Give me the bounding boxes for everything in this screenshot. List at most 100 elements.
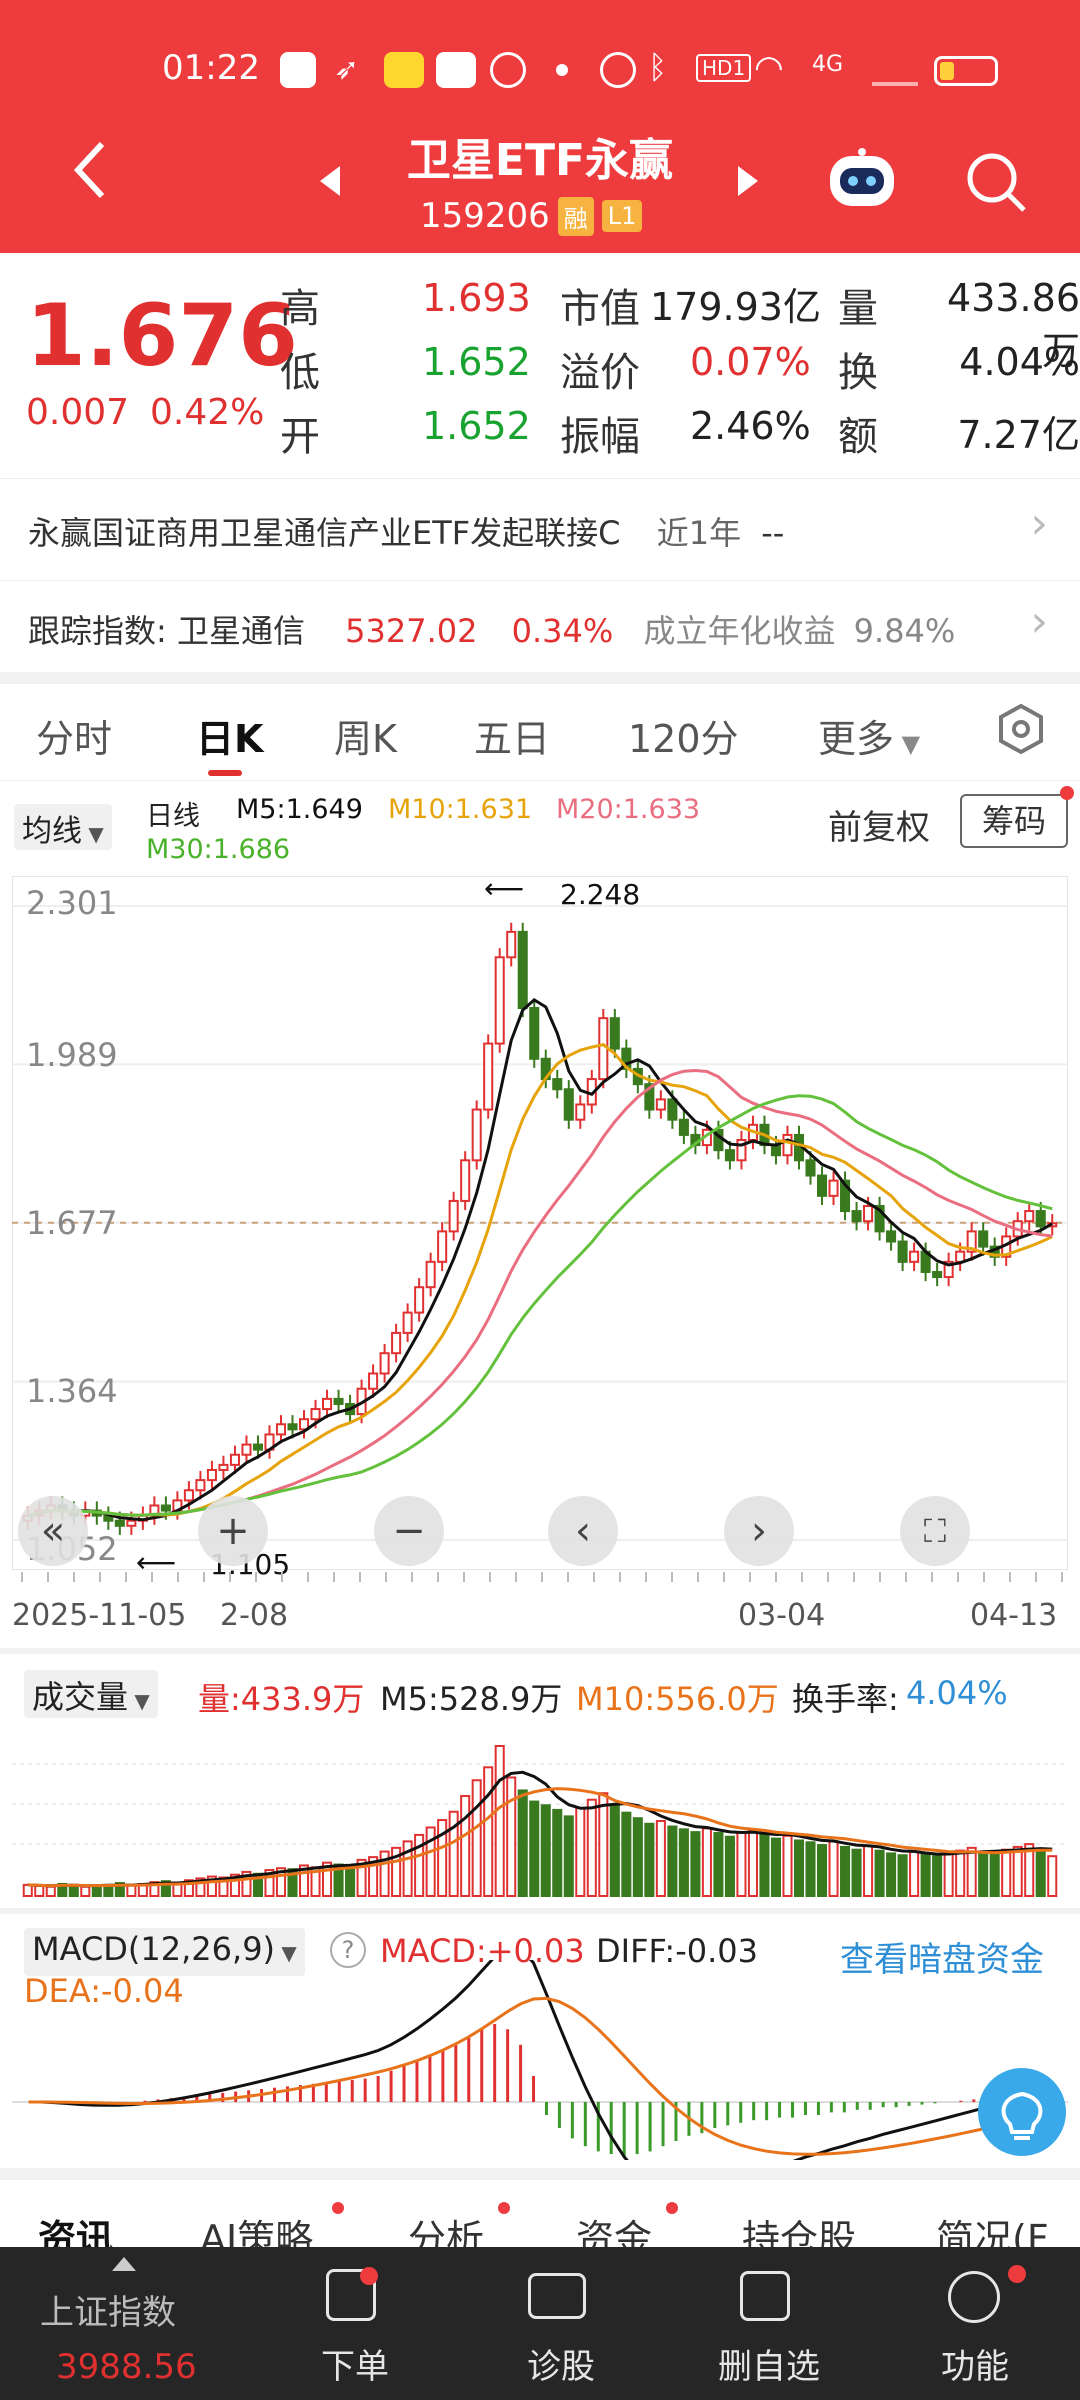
notification-dot: [360, 2267, 378, 2285]
candle-body: [183, 1489, 194, 1502]
volume-bar: [978, 1850, 989, 1897]
margin-badge: 融: [557, 196, 594, 236]
volume-bar: [517, 1789, 528, 1897]
volume-bar: [932, 1855, 943, 1897]
ma5-value: M5:1.649: [236, 794, 363, 825]
quote-label-high: 高: [280, 286, 320, 332]
zoom-in-icon[interactable]: +: [198, 1496, 268, 1566]
volume-m5: M5:528.9万: [380, 1680, 563, 1718]
candle-body: [932, 1270, 943, 1279]
volume-bar: [575, 1807, 586, 1897]
diff-value: DIFF:-0.03: [596, 1932, 758, 1970]
volume-m10: M10:556.0万: [576, 1680, 779, 1718]
app-header: 01:22 ➶ ᛒ HD1 ◠ 4G 卫星ETF永赢 159206 融 L1: [0, 0, 1080, 253]
prev-stock-icon[interactable]: [318, 164, 342, 198]
candle-body: [126, 1519, 137, 1527]
next-stock-icon[interactable]: [736, 164, 760, 198]
turnover-value: 4.04%: [906, 1674, 1008, 1712]
toutiao-icon: [436, 52, 476, 88]
macd-chart: [12, 1960, 1068, 2160]
section-gap: [0, 2168, 1080, 2180]
tab-120min[interactable]: 120分: [628, 717, 739, 761]
nav-diagnose[interactable]: 诊股: [527, 2347, 595, 2387]
caret-up-icon: [112, 2257, 136, 2271]
volume-bar: [609, 1803, 620, 1897]
tab-more[interactable]: 更多 ▼: [818, 708, 920, 763]
candle-body: [1035, 1210, 1046, 1228]
remove-watchlist-icon[interactable]: [740, 2271, 790, 2321]
tracking-index-row[interactable]: 跟踪指数: 卫星通信 5327.02 0.34% 成立年化收益 9.84% ›: [28, 596, 1058, 666]
function-menu-icon[interactable]: [948, 2271, 1000, 2323]
send-icon: ➶: [334, 52, 360, 87]
volume-bar: [989, 1852, 1000, 1898]
search-icon[interactable]: [964, 150, 1028, 214]
candle-body: [863, 1204, 874, 1223]
chips-button[interactable]: 筹码: [960, 794, 1068, 848]
quote-value-volume: 433.86万: [947, 276, 1080, 373]
candle-body: [563, 1088, 574, 1121]
scroll-to-start-icon[interactable]: «: [18, 1496, 88, 1566]
candle-body: [897, 1240, 908, 1263]
quote-label-amount: 额: [838, 414, 878, 460]
wifi-icon: ◠: [754, 48, 784, 88]
smart-assistant-bulb-icon[interactable]: [978, 2068, 1066, 2156]
meituan-icon: [384, 52, 424, 88]
adjust-mode[interactable]: 前复权: [828, 808, 930, 848]
index-name[interactable]: 上证指数: [40, 2293, 176, 2333]
y-tick-label: 2.301: [26, 884, 118, 922]
nav-functions[interactable]: 功能: [941, 2347, 1009, 2387]
nav-order[interactable]: 下单: [321, 2347, 389, 2387]
candle-body: [655, 1098, 666, 1111]
pan-left-icon[interactable]: ‹: [548, 1496, 618, 1566]
robot-assistant-icon[interactable]: [826, 148, 898, 210]
macd-selector-label: MACD(12,26,9): [32, 1930, 276, 1968]
settings-hexagon-icon[interactable]: [994, 702, 1048, 756]
tab-daily-k[interactable]: 日K: [196, 717, 264, 761]
candle-body: [391, 1331, 402, 1355]
ma30-line: [27, 1094, 1053, 1518]
tab-weekly-k[interactable]: 周K: [334, 717, 397, 761]
diagnose-icon[interactable]: [528, 2273, 586, 2319]
candle-body: [667, 1098, 678, 1121]
back-arrow-icon[interactable]: [70, 140, 110, 200]
battery-icon: [934, 56, 998, 86]
order-icon[interactable]: [326, 2269, 376, 2321]
ma30-value: M30:1.686: [146, 834, 291, 865]
volume-bar: [1047, 1855, 1058, 1897]
help-icon[interactable]: ?: [330, 1932, 366, 1968]
nav-remove-watchlist[interactable]: 删自选: [718, 2347, 820, 2387]
candle-body: [483, 1042, 494, 1111]
notification-dot: [332, 2202, 344, 2214]
volume-selector[interactable]: 成交量 ▼: [24, 1670, 158, 1718]
candle-body: [851, 1210, 862, 1223]
volume-bar: [713, 1832, 724, 1898]
macd-selector[interactable]: MACD(12,26,9) ▼: [24, 1928, 305, 1976]
quote-label-premium: 溢价: [560, 350, 640, 396]
pan-right-icon[interactable]: ›: [724, 1496, 794, 1566]
dark-pool-link[interactable]: 查看暗盘资金: [840, 1940, 1044, 1980]
volume-bar: [678, 1828, 689, 1897]
candle-body: [275, 1423, 287, 1436]
ma-selector[interactable]: 均线 ▼: [14, 804, 112, 850]
tracking-index-label: 跟踪指数: 卫星通信: [28, 612, 305, 650]
zoom-out-icon[interactable]: −: [374, 1496, 444, 1566]
date-label: 2-08: [220, 1598, 289, 1633]
fullscreen-icon[interactable]: ⛶: [900, 1496, 970, 1566]
tab-five-day[interactable]: 五日: [474, 717, 551, 761]
volume-bar: [920, 1853, 931, 1897]
linked-fund-row[interactable]: 永赢国证商用卫星通信产业ETF发起联接C 近1年 -- ›: [28, 498, 1058, 568]
candle-body: [840, 1179, 851, 1213]
bluetooth-icon: ᛒ: [648, 48, 668, 86]
volume-bar: [621, 1811, 632, 1897]
volume-value: 量:433.9万: [198, 1680, 365, 1718]
volume-bar: [863, 1845, 874, 1897]
ma5-line: [27, 998, 1053, 1522]
candle-body: [736, 1139, 747, 1162]
quote-value-open: 1.652: [422, 404, 531, 448]
candle-body: [966, 1230, 977, 1253]
app-icon: [280, 52, 316, 88]
quote-value-turnover: 4.04%: [959, 340, 1080, 384]
tab-intraday[interactable]: 分时: [36, 717, 113, 761]
volume-bar: [1024, 1843, 1035, 1897]
candle-body: [379, 1352, 390, 1375]
